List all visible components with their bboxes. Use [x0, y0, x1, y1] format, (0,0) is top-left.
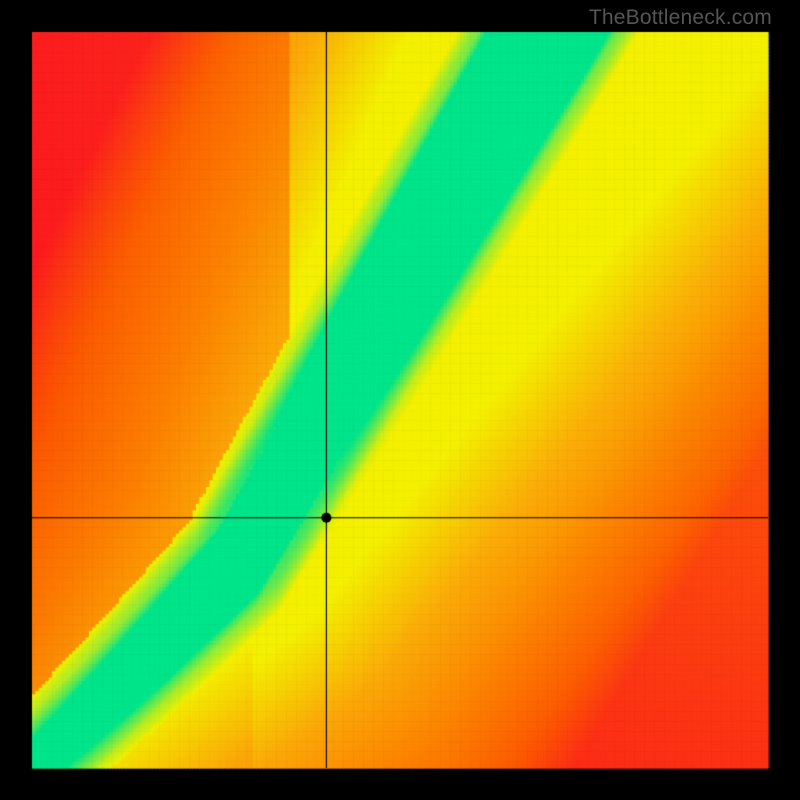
chart-container: TheBottleneck.com: [0, 0, 800, 800]
heatmap-canvas: [0, 0, 800, 800]
watermark-text: TheBottleneck.com: [589, 6, 772, 30]
